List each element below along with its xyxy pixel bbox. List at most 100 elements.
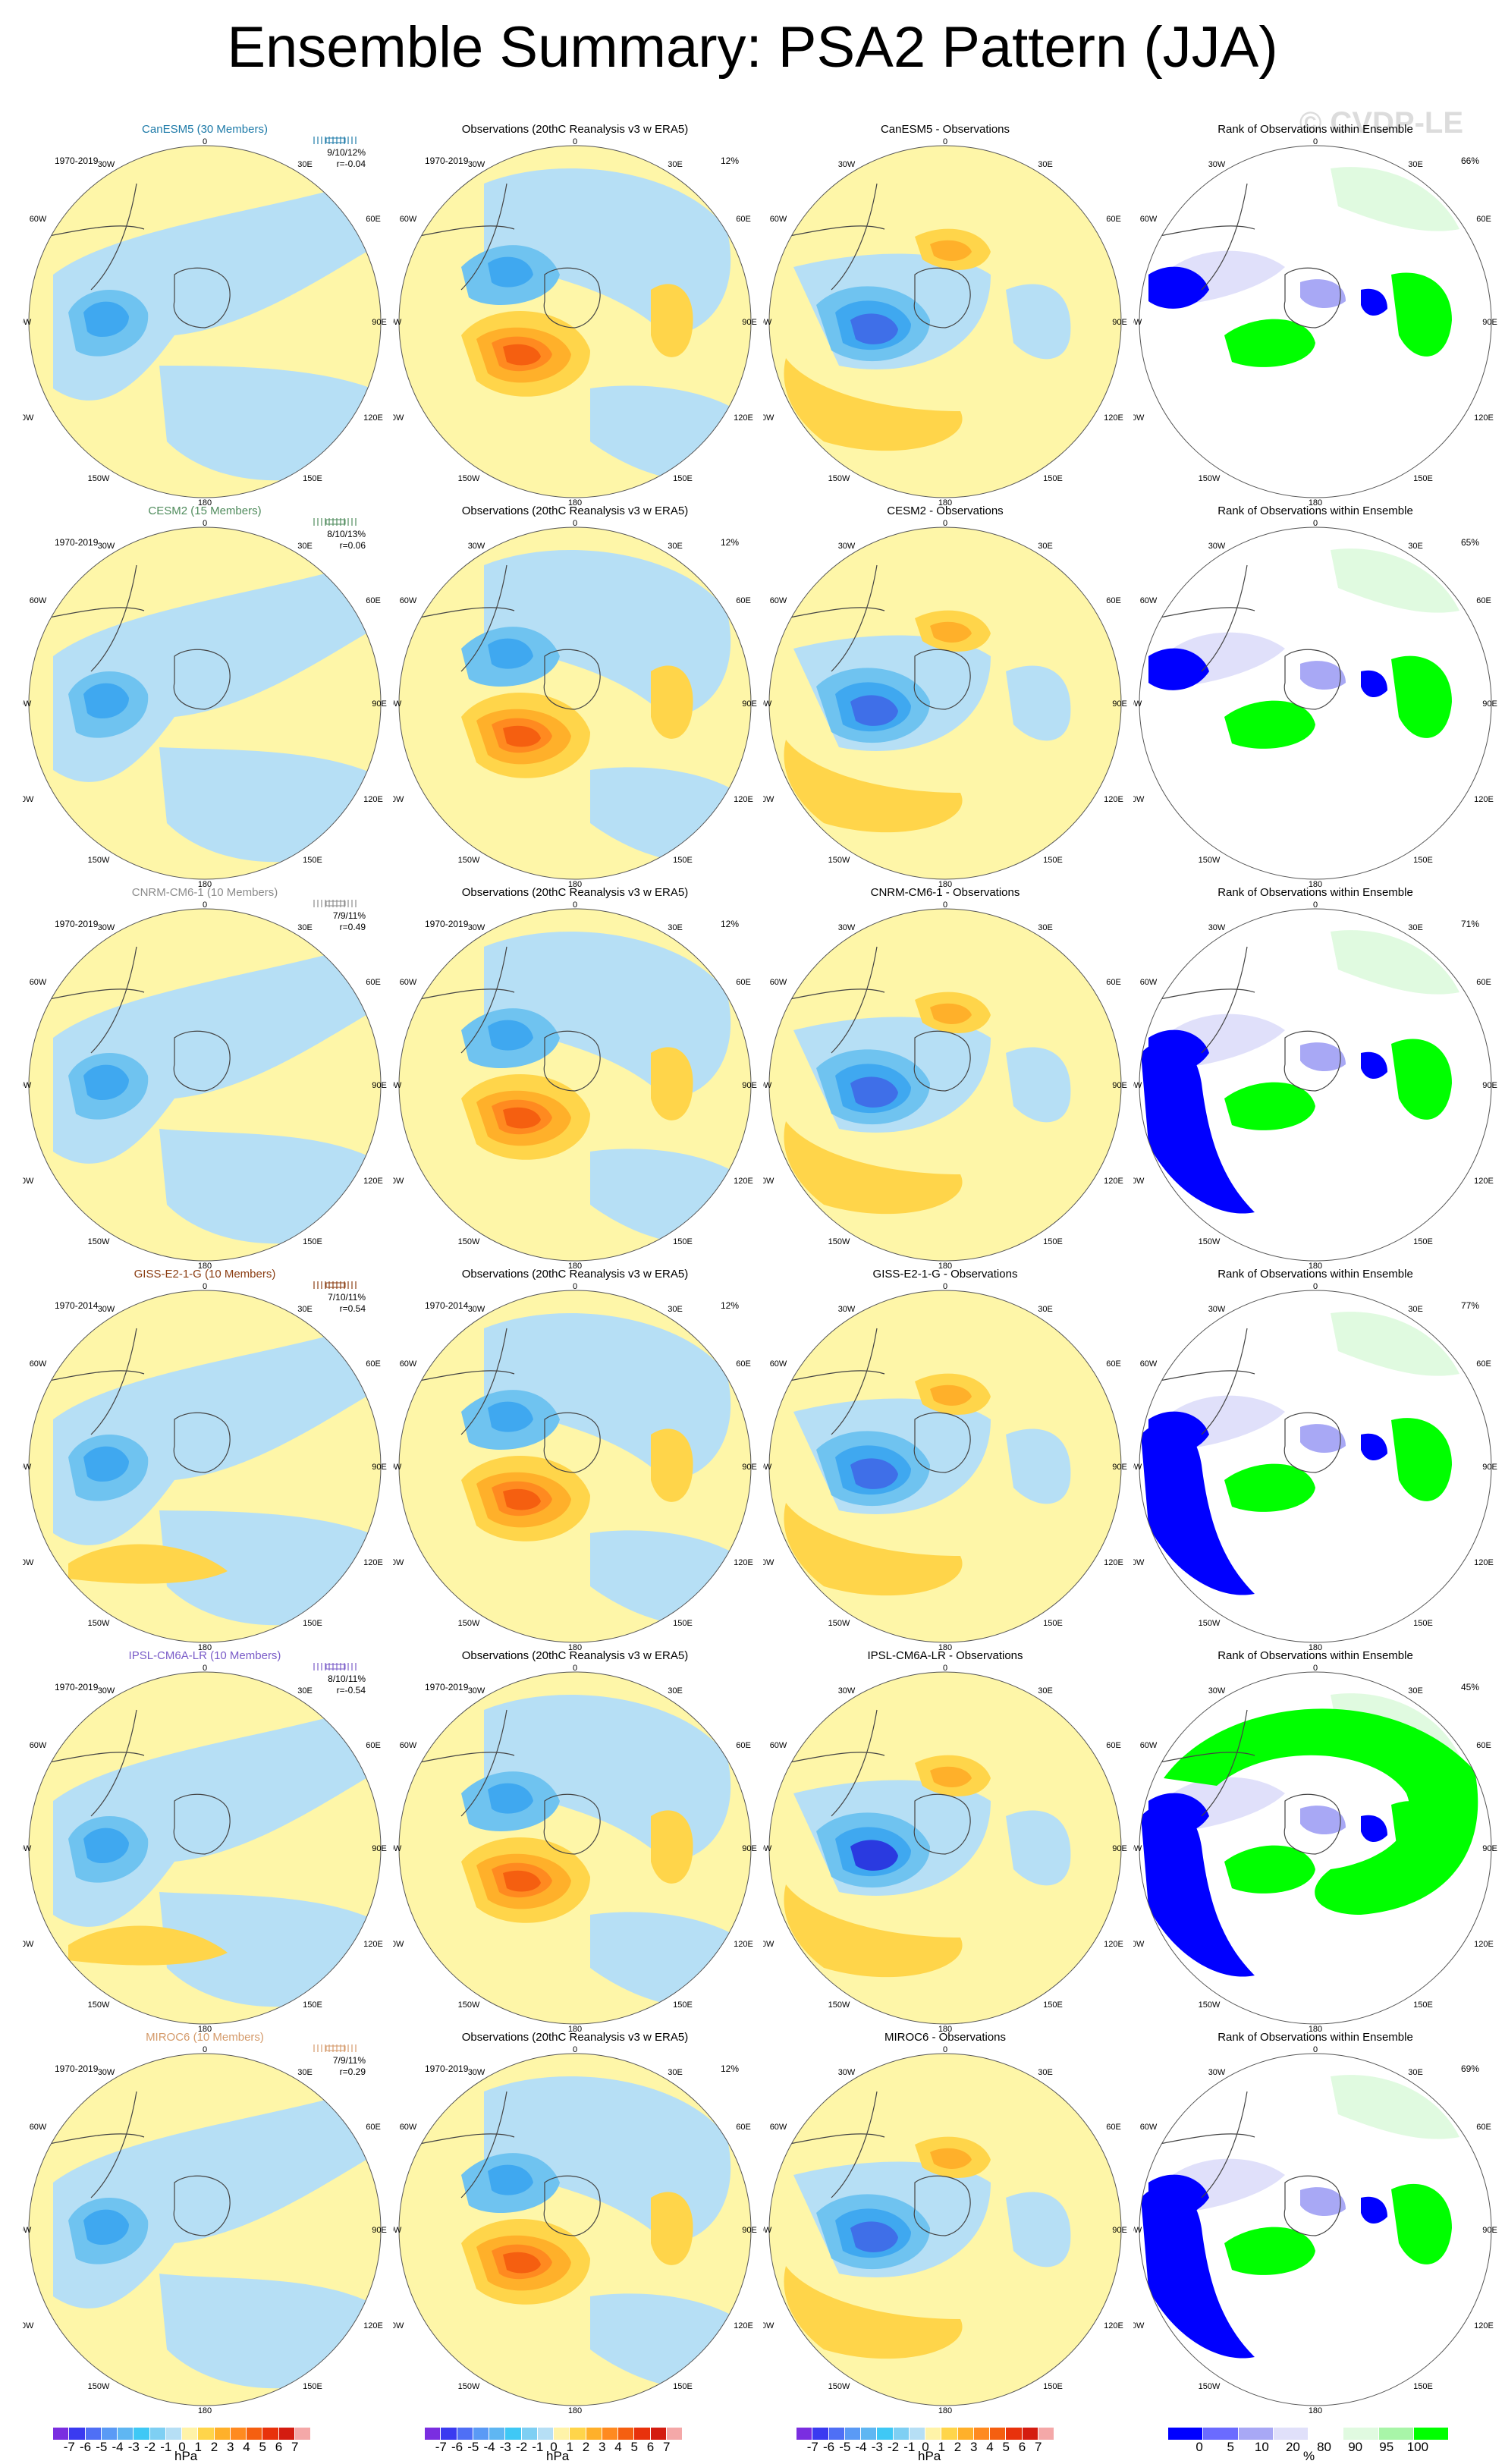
- panel-rank-row-0: Rank of Observations within Ensemble 66% 0…: [1127, 123, 1503, 505]
- rank-region: [1361, 1815, 1387, 1843]
- colorbar-tick-label: 4: [986, 2440, 994, 2454]
- colorbar-tick-label: 2: [582, 2440, 590, 2454]
- polar-map-rank: 0 180 30W 30E 60W 60E 90W 90E 120W 120E 150W 150E: [1133, 138, 1497, 505]
- map-boundary: [398, 526, 752, 880]
- contour-region: [850, 1076, 898, 1108]
- longitude-label: 180: [938, 1643, 952, 1650]
- colorbar-tick-label: -7: [435, 2440, 447, 2454]
- colorbar-swatch: [941, 2428, 958, 2440]
- longitude-label: 120E: [734, 795, 753, 804]
- longitude-label: 90W: [1133, 1463, 1142, 1472]
- year-range: 1970-2019: [425, 2063, 469, 2074]
- obs-variance-stat: 12%: [720, 537, 739, 548]
- colorbar-swatches: [425, 2428, 683, 2440]
- obs-title: Observations (20thC Reanalysis v3 w ERA5…: [461, 123, 689, 136]
- colorbar-tick-label: -4: [112, 2440, 124, 2454]
- map-boundary: [398, 1290, 752, 1643]
- longitude-label: 150E: [1043, 474, 1063, 483]
- rank-region: [1391, 655, 1452, 738]
- map-boundary: [28, 1290, 382, 1643]
- longitude-label: 120E: [1474, 1177, 1494, 1186]
- rank-title: Rank of Observations within Ensemble: [1218, 886, 1413, 899]
- rank-region: [1300, 1806, 1346, 1835]
- colorbar-tick-label: -5: [467, 2440, 479, 2454]
- longitude-label: 150W: [88, 474, 110, 483]
- longitude-label: 180: [198, 1262, 212, 1268]
- panel-rank-row-4: Rank of Observations within Ensemble 45% 0…: [1127, 1649, 1503, 2032]
- colorbar-tick-label: 5: [1002, 2440, 1010, 2454]
- panel-model-row-2: CNRM-CM6-1 (10 Members) 1970-2019 7/9/11% r…: [17, 886, 393, 1268]
- longitude-label: 180: [938, 880, 952, 887]
- contour-region: [850, 2221, 898, 2252]
- polar-map-obs: 0 180 30W 30E 60W 60E 90W 90E 120W 120E 150W 150E: [393, 901, 757, 1268]
- polar-map-model: 0 180 30W 30E 60W 60E 90W 90E 120W 120E 150W 150E: [23, 2046, 387, 2413]
- contour-region: [930, 1766, 972, 1787]
- longitude-label: 60W: [30, 1741, 47, 1750]
- longitude-label: 180: [568, 498, 582, 505]
- longitude-label: 150E: [1413, 474, 1433, 483]
- longitude-label: 30W: [468, 542, 485, 551]
- coastline: [45, 2091, 231, 2236]
- rank-region: [1391, 1039, 1452, 1120]
- longitude-label: 150W: [828, 474, 850, 483]
- longitude-label: 30W: [1208, 1305, 1226, 1314]
- longitude-label: 0: [203, 1664, 207, 1673]
- panel-model-row-3: GISS-E2-1-G (10 Members) 1970-2014 7/10/11…: [17, 1268, 393, 1650]
- rank-region: [1331, 930, 1459, 995]
- contour-region: [159, 1892, 372, 2007]
- longitude-label: 90W: [763, 2226, 772, 2235]
- contour-region: [651, 284, 693, 357]
- rank-region: [1300, 661, 1346, 690]
- map-boundary: [1139, 145, 1492, 498]
- map-boundary: [1139, 526, 1492, 880]
- colorbar-tick-label: 1: [938, 2440, 945, 2454]
- longitude-label: 180: [1309, 2025, 1322, 2032]
- longitude-label: 60W: [400, 978, 417, 987]
- longitude-label: 60E: [1476, 1741, 1491, 1750]
- contour-region: [1006, 284, 1071, 360]
- contour-region: [488, 2164, 533, 2195]
- longitude-label: 90W: [393, 1463, 402, 1472]
- contour-region: [850, 1458, 898, 1489]
- colorbar-tick-label: 0: [550, 2440, 558, 2454]
- year-range: 1970-2019: [55, 537, 99, 548]
- panel-diff-row-0: CanESM5 - Observations 0 180 30W 30E 60W 60E 90…: [757, 123, 1133, 505]
- rank-title: Rank of Observations within Ensemble: [1218, 1649, 1413, 1662]
- longitude-label: 30E: [1038, 542, 1053, 551]
- longitude-label: 120E: [363, 1940, 383, 1949]
- rank-region: [1300, 1424, 1346, 1454]
- longitude-label: 150E: [1043, 1619, 1063, 1628]
- rank-region: [1391, 2183, 1452, 2264]
- colorbar-tick-label: 90: [1348, 2440, 1363, 2454]
- colorbar-swatch: [861, 2428, 878, 2440]
- longitude-label: 30E: [297, 542, 313, 551]
- obs-title: Observations (20thC Reanalysis v3 w ERA5…: [461, 886, 689, 899]
- contour-region: [159, 2274, 372, 2389]
- longitude-label: 90W: [393, 1844, 402, 1853]
- colorbar-tick-label: 0: [178, 2440, 186, 2454]
- longitude-label: 150W: [1199, 1619, 1221, 1628]
- longitude-label: 30E: [297, 1686, 313, 1696]
- longitude-label: 30W: [98, 1686, 115, 1696]
- rank-region: [1331, 548, 1459, 613]
- longitude-label: 60W: [400, 1359, 417, 1369]
- pattern-correlation: r=-0.04: [336, 159, 366, 169]
- longitude-label: 60W: [770, 596, 787, 605]
- longitude-label: 60E: [366, 215, 381, 224]
- colorbar-diff: -7 -6 -5 -4 -3 -2 -1 0 1 2 3 4 5 6 7: [796, 2428, 1054, 2458]
- longitude-label: 30W: [98, 160, 115, 169]
- year-range: 1970-2019: [55, 2063, 99, 2074]
- colorbar-swatch: [1006, 2428, 1023, 2440]
- longitude-label: 120E: [1104, 1940, 1123, 1949]
- longitude-label: 60W: [1140, 2123, 1158, 2132]
- longitude-label: 120E: [734, 1177, 753, 1186]
- colorbar-swatches: [53, 2428, 311, 2440]
- rank-percent-stat: 77%: [1460, 1300, 1479, 1311]
- contour-region: [930, 1003, 972, 1024]
- contour-region: [83, 301, 129, 338]
- colorbar-swatch: [1309, 2428, 1344, 2440]
- polar-map-rank: 0 180 30W 30E 60W 60E 90W 90E 120W 120E 150W 150E: [1133, 520, 1497, 887]
- colorbar-swatch: [1238, 2428, 1274, 2440]
- longitude-label: 150W: [828, 1237, 850, 1246]
- longitude-label: 120W: [23, 413, 34, 423]
